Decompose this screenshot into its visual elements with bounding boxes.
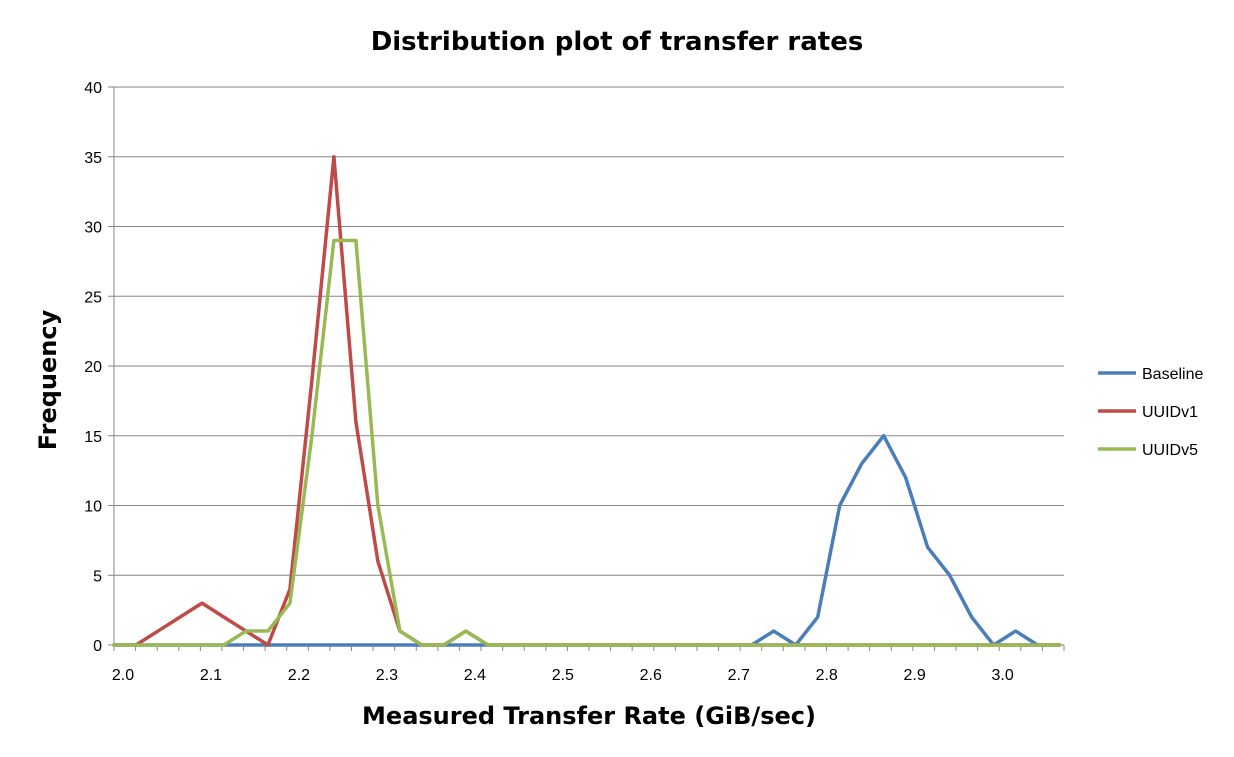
x-tick-label: 2.1 (200, 667, 222, 684)
series-lines (112, 155, 1062, 647)
series-line-uuidv5 (112, 238, 1062, 647)
x-tick-label: 2.2 (288, 667, 310, 684)
series-line-baseline (112, 434, 1062, 647)
y-tick-label: 25 (84, 289, 102, 306)
x-tick-label: 2.6 (640, 667, 662, 684)
x-tick-label: 2.0 (112, 667, 134, 684)
x-tick-label: 2.7 (728, 667, 750, 684)
tick-labels: 0 5 10 15 20 25 30 35 40 2.0 2.1 2.2 2.3 2.4 2.5 2.6 2.7… (84, 80, 1014, 684)
x-tick-label: 2.4 (464, 667, 486, 684)
y-tick-label: 20 (84, 359, 102, 376)
x-tick-label: 2.3 (376, 667, 398, 684)
y-axis-title: Frequency (34, 309, 62, 450)
chart-title: Distribution plot of transfer rates (371, 27, 864, 57)
y-tick-label: 30 (84, 220, 102, 237)
y-tick-label: 5 (93, 568, 102, 585)
legend-label: Baseline (1142, 366, 1203, 383)
x-tick-label: 2.9 (904, 667, 926, 684)
x-axis-title: Measured Transfer Rate (GiB/sec) (362, 702, 816, 730)
y-tick-label: 35 (84, 150, 102, 167)
x-tick-label: 2.8 (816, 667, 838, 684)
y-tick-label: 0 (93, 638, 102, 655)
legend-label: UUIDv1 (1142, 404, 1198, 421)
axes (108, 86, 1065, 651)
x-tick-label: 2.5 (552, 667, 574, 684)
legend-label: UUIDv5 (1142, 442, 1198, 459)
series-line-uuidv1 (112, 155, 1062, 647)
y-tick-label: 40 (84, 80, 102, 97)
x-tick-label: 3.0 (992, 667, 1014, 684)
legend: Baseline UUIDv1 UUIDv5 (1098, 366, 1203, 459)
y-tick-label: 15 (84, 429, 102, 446)
gridlines (114, 86, 1064, 646)
y-tick-label: 10 (84, 499, 102, 516)
